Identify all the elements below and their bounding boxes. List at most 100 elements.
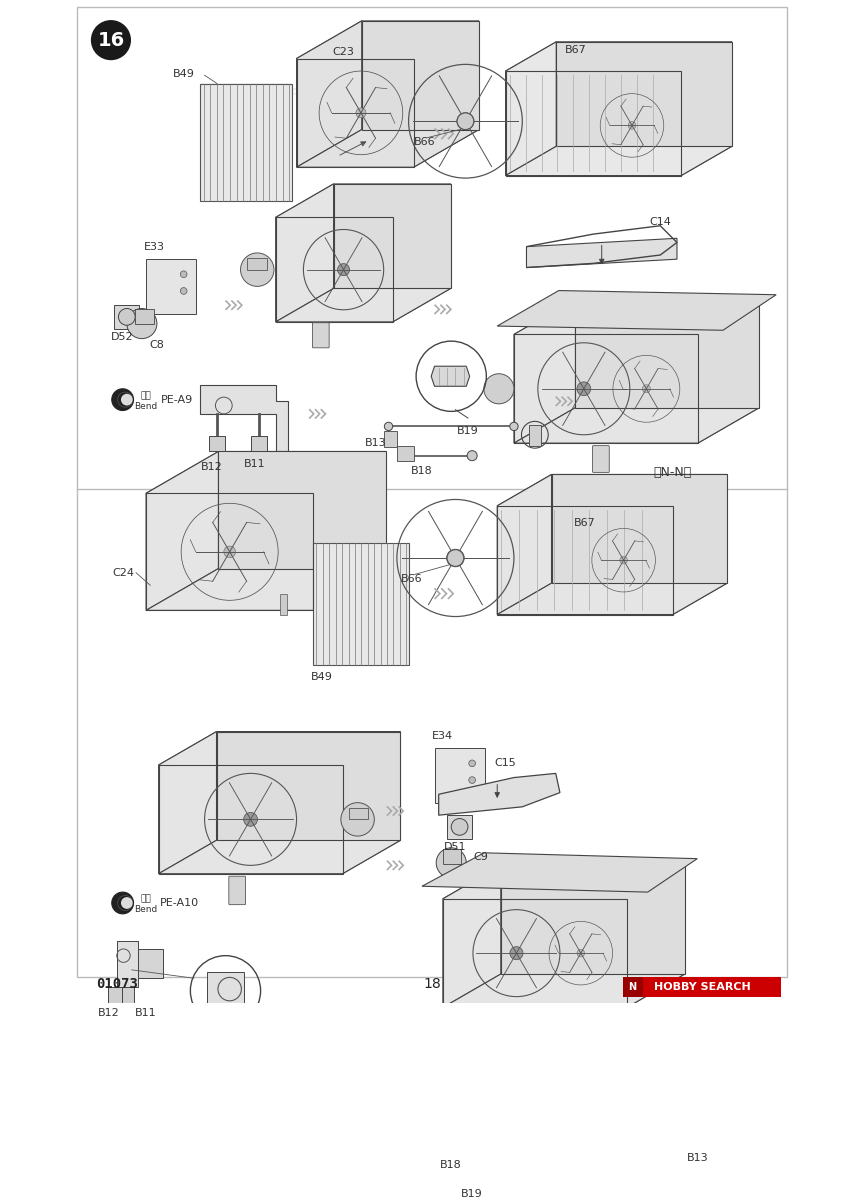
Circle shape bbox=[619, 1146, 626, 1154]
Text: E34: E34 bbox=[432, 731, 454, 740]
Circle shape bbox=[510, 947, 523, 960]
Text: B12: B12 bbox=[98, 1008, 119, 1018]
Bar bbox=[447, 1183, 459, 1200]
Polygon shape bbox=[556, 42, 732, 146]
Polygon shape bbox=[673, 474, 727, 614]
Text: HOBBY SEARCH: HOBBY SEARCH bbox=[654, 982, 751, 991]
Circle shape bbox=[447, 1175, 455, 1183]
Bar bbox=[251, 437, 267, 451]
Bar bbox=[280, 594, 287, 614]
Circle shape bbox=[121, 898, 133, 908]
Circle shape bbox=[384, 422, 393, 431]
Polygon shape bbox=[575, 299, 759, 408]
Polygon shape bbox=[505, 146, 732, 175]
Circle shape bbox=[577, 949, 585, 956]
Polygon shape bbox=[217, 732, 400, 840]
Polygon shape bbox=[497, 290, 776, 330]
Text: PE-A10: PE-A10 bbox=[160, 898, 199, 908]
Polygon shape bbox=[146, 451, 219, 611]
FancyBboxPatch shape bbox=[229, 876, 245, 905]
Text: D51: D51 bbox=[444, 842, 467, 852]
Polygon shape bbox=[681, 42, 732, 175]
Polygon shape bbox=[497, 583, 727, 614]
Text: C15: C15 bbox=[495, 757, 517, 768]
Text: B11: B11 bbox=[244, 460, 265, 469]
Bar bbox=[137, 949, 162, 978]
FancyBboxPatch shape bbox=[623, 977, 781, 997]
Text: 《N-N》: 《N-N》 bbox=[654, 466, 692, 479]
Circle shape bbox=[451, 818, 468, 835]
Polygon shape bbox=[146, 569, 385, 611]
Circle shape bbox=[91, 20, 131, 60]
Circle shape bbox=[577, 382, 591, 396]
FancyBboxPatch shape bbox=[313, 323, 329, 348]
Text: Bend: Bend bbox=[135, 402, 158, 410]
Text: B11: B11 bbox=[136, 1008, 157, 1018]
Circle shape bbox=[181, 271, 187, 277]
Polygon shape bbox=[551, 474, 727, 583]
Circle shape bbox=[338, 264, 350, 276]
Circle shape bbox=[240, 253, 274, 287]
Polygon shape bbox=[146, 451, 385, 493]
Circle shape bbox=[435, 1146, 443, 1154]
Polygon shape bbox=[276, 184, 451, 217]
Polygon shape bbox=[200, 84, 292, 200]
Bar bbox=[666, 1157, 678, 1177]
Text: B67: B67 bbox=[565, 46, 587, 55]
Polygon shape bbox=[146, 259, 196, 313]
Polygon shape bbox=[698, 299, 759, 443]
Polygon shape bbox=[200, 385, 289, 456]
FancyBboxPatch shape bbox=[593, 445, 609, 473]
Polygon shape bbox=[393, 184, 451, 322]
Polygon shape bbox=[422, 853, 697, 892]
Text: PE-A9: PE-A9 bbox=[161, 395, 194, 404]
Bar bbox=[529, 425, 541, 445]
Polygon shape bbox=[296, 130, 479, 167]
Circle shape bbox=[510, 422, 518, 431]
Text: C23: C23 bbox=[333, 47, 354, 56]
Circle shape bbox=[619, 557, 627, 564]
Text: B19: B19 bbox=[457, 426, 479, 436]
Bar bbox=[397, 445, 414, 461]
Circle shape bbox=[447, 550, 464, 566]
Text: B13: B13 bbox=[687, 1153, 708, 1163]
Bar bbox=[207, 972, 244, 1009]
Text: B18: B18 bbox=[441, 1159, 462, 1170]
Circle shape bbox=[526, 1146, 535, 1154]
Bar bbox=[384, 431, 397, 448]
Polygon shape bbox=[497, 474, 551, 614]
Text: C24: C24 bbox=[112, 568, 135, 577]
Bar bbox=[247, 258, 267, 270]
Polygon shape bbox=[276, 184, 334, 322]
Text: C8: C8 bbox=[149, 341, 164, 350]
Text: D52: D52 bbox=[111, 332, 134, 342]
Bar bbox=[121, 986, 134, 1004]
Circle shape bbox=[642, 385, 651, 392]
Text: E33: E33 bbox=[144, 242, 165, 252]
Polygon shape bbox=[159, 840, 400, 874]
Circle shape bbox=[447, 550, 464, 566]
Bar bbox=[435, 1154, 446, 1170]
Polygon shape bbox=[526, 239, 677, 268]
Text: B66: B66 bbox=[401, 574, 422, 584]
Text: C14: C14 bbox=[650, 216, 671, 227]
Bar bbox=[135, 310, 154, 324]
Polygon shape bbox=[626, 865, 685, 1008]
Text: B13: B13 bbox=[365, 438, 387, 448]
Text: B49: B49 bbox=[173, 68, 194, 78]
Circle shape bbox=[127, 308, 157, 338]
Circle shape bbox=[457, 113, 474, 130]
Circle shape bbox=[601, 1175, 610, 1183]
Bar bbox=[447, 815, 472, 839]
Polygon shape bbox=[219, 451, 385, 569]
Polygon shape bbox=[514, 299, 575, 443]
Polygon shape bbox=[505, 42, 732, 71]
Polygon shape bbox=[443, 865, 685, 899]
FancyBboxPatch shape bbox=[623, 977, 643, 997]
Circle shape bbox=[467, 451, 477, 461]
Circle shape bbox=[628, 121, 636, 130]
Circle shape bbox=[111, 892, 134, 914]
Text: B67: B67 bbox=[575, 517, 596, 528]
Polygon shape bbox=[296, 20, 479, 59]
Polygon shape bbox=[296, 20, 362, 167]
